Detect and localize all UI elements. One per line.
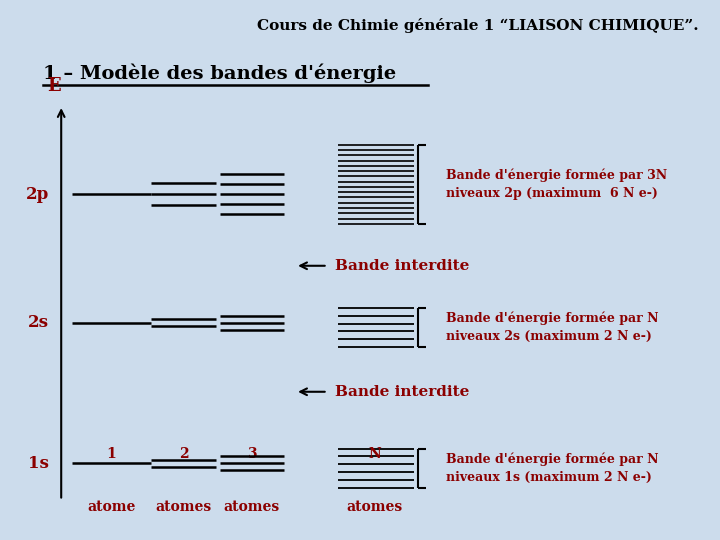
Text: 1 – Modèle des bandes d'énergie: 1 – Modèle des bandes d'énergie <box>43 63 396 83</box>
Text: atomes: atomes <box>224 501 280 515</box>
Text: atomes: atomes <box>156 501 212 515</box>
Text: 1s: 1s <box>28 455 49 472</box>
Text: Bande interdite: Bande interdite <box>335 259 469 273</box>
Text: E: E <box>48 77 60 95</box>
Text: atome: atome <box>87 501 136 515</box>
Text: N: N <box>368 447 381 461</box>
Text: Cours de Chimie générale 1 “LIAISON CHIMIQUE”.: Cours de Chimie générale 1 “LIAISON CHIM… <box>257 18 698 33</box>
Text: Bande d'énergie formée par N
niveaux 2s (maximum 2 N e-): Bande d'énergie formée par N niveaux 2s … <box>446 312 659 343</box>
Bar <box>338 145 414 224</box>
Text: Bande d'énergie formée par N
niveaux 1s (maximum 2 N e-): Bande d'énergie formée par N niveaux 1s … <box>446 453 659 484</box>
Text: 2: 2 <box>179 447 189 461</box>
Text: 2p: 2p <box>26 186 49 202</box>
Text: 2s: 2s <box>28 314 49 331</box>
Text: Bande interdite: Bande interdite <box>335 385 469 399</box>
Text: atomes: atomes <box>346 501 402 515</box>
Text: Bande d'énergie formée par 3N
niveaux 2p (maximum  6 N e-): Bande d'énergie formée par 3N niveaux 2p… <box>446 168 667 200</box>
Text: 1: 1 <box>107 447 117 461</box>
Bar <box>338 449 414 488</box>
Bar <box>338 308 414 347</box>
Text: 3: 3 <box>247 447 257 461</box>
